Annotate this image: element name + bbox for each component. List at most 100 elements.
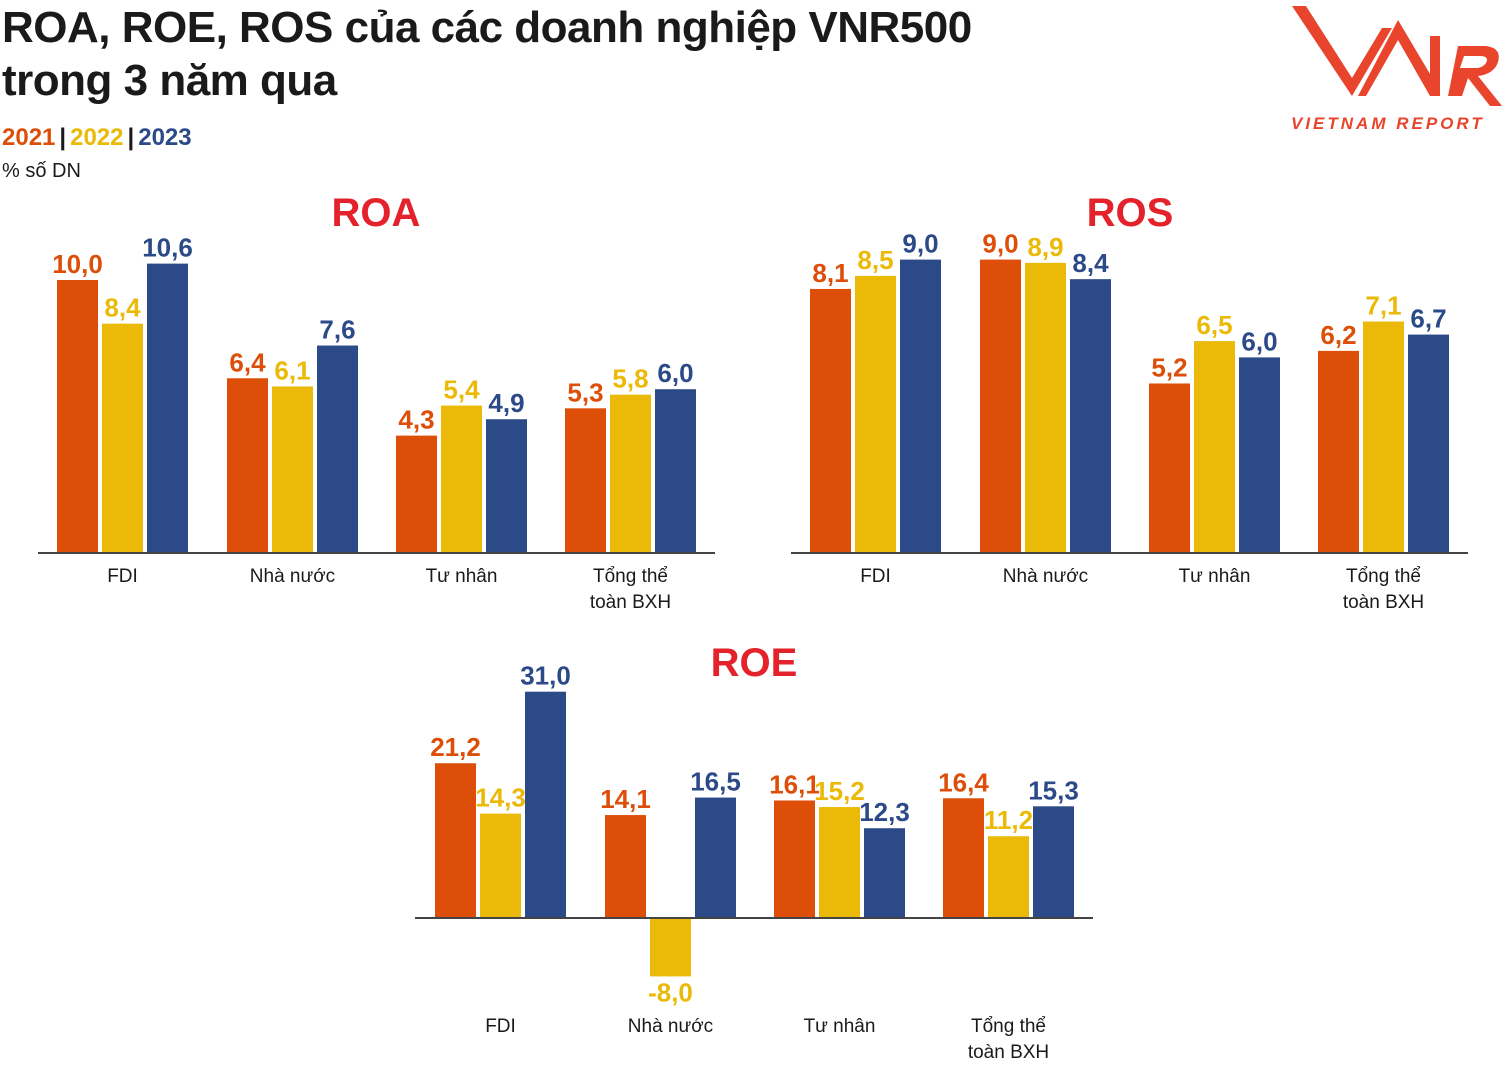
bar-2022 [272, 386, 313, 553]
bar-2021 [943, 798, 984, 918]
data-label-2023: 6,7 [1410, 304, 1446, 334]
data-label-2021: 8,1 [812, 258, 848, 288]
data-label-2021: 9,0 [982, 229, 1018, 259]
bar-2022 [819, 807, 860, 918]
category-label: Tư nhân [426, 566, 498, 587]
data-label-2023: 8,4 [1072, 248, 1109, 278]
bar-2021 [435, 763, 476, 918]
category-label: Tư nhân [804, 1016, 876, 1037]
bar-2021 [810, 288, 851, 553]
data-label-2023: 6,0 [1241, 326, 1277, 356]
chart-title: ROE [711, 641, 798, 685]
bar-2023 [655, 389, 696, 553]
bar-2023 [525, 691, 566, 918]
data-label-2021: 16,4 [938, 767, 989, 797]
bar-2023 [1070, 279, 1111, 553]
category-label: Nhà nước [250, 566, 335, 587]
year-legend: 2021 | 2022 | 2023 [2, 124, 192, 152]
logo-n-shape [1358, 20, 1440, 96]
bar-2022 [1363, 321, 1404, 553]
category-label: FDI [485, 1016, 516, 1037]
data-label-2022: 15,2 [814, 776, 865, 806]
legend-separator: | [59, 124, 67, 151]
category-label: Tổng thể [1346, 566, 1421, 587]
bar-2023 [864, 828, 905, 918]
category-label: toàn BXH [1343, 592, 1424, 613]
bar-2023 [486, 419, 527, 553]
bar-2023 [1408, 334, 1449, 553]
data-label-2023: 12,3 [859, 797, 910, 827]
category-label: Tư nhân [1179, 566, 1251, 587]
category-label: toàn BXH [968, 1042, 1049, 1063]
chart-title: ROS [1087, 191, 1174, 235]
chart-title: ROA [332, 191, 421, 235]
data-label-2021: 4,3 [398, 405, 434, 435]
category-label: toàn BXH [590, 592, 671, 613]
data-label-2022: 8,4 [104, 293, 141, 323]
bar-2022 [855, 275, 896, 553]
legend-2021: 2021 [2, 124, 56, 151]
data-label-2022: 6,5 [1196, 310, 1232, 340]
legend-separator: | [127, 124, 135, 151]
bar-2021 [396, 435, 437, 553]
data-label-2023: 7,6 [319, 315, 355, 345]
data-label-2021: 6,2 [1320, 320, 1356, 350]
bar-2021 [1318, 350, 1359, 553]
data-label-2023: 9,0 [902, 229, 938, 259]
bar-2022 [650, 918, 691, 977]
category-label: FDI [107, 566, 138, 587]
bar-2022 [480, 813, 521, 918]
bar-2023 [900, 259, 941, 553]
data-label-2021: 10,0 [52, 249, 103, 279]
legend-2022: 2022 [70, 124, 124, 151]
data-label-2021: 21,2 [430, 732, 481, 762]
bar-2022 [610, 394, 651, 553]
bar-2022 [441, 405, 482, 553]
bar-2021 [980, 259, 1021, 553]
data-label-2021: 16,1 [769, 769, 820, 799]
bar-2021 [227, 378, 268, 553]
logo-r-shape [1448, 46, 1502, 106]
bar-2021 [57, 280, 98, 553]
category-label: Nhà nước [1003, 566, 1088, 587]
data-label-2022: 8,9 [1027, 232, 1063, 262]
data-label-2021: 6,4 [229, 347, 266, 377]
data-label-2022: 7,1 [1365, 291, 1401, 321]
bar-2022 [1194, 341, 1235, 553]
data-label-2022: 5,8 [612, 364, 648, 394]
vnr-logo [1292, 6, 1502, 106]
data-label-2023: 10,6 [142, 233, 193, 263]
bar-2023 [695, 797, 736, 918]
logo-v-shape [1292, 6, 1392, 96]
data-label-2022: 8,5 [857, 245, 893, 275]
bar-2022 [102, 323, 143, 553]
logo-tagline: VIETNAM REPORT [1291, 114, 1485, 133]
data-label-2023: 15,3 [1028, 775, 1079, 805]
bar-2021 [774, 800, 815, 918]
bar-2022 [1025, 262, 1066, 553]
bar-2021 [565, 408, 606, 553]
data-label-2021: 5,2 [1151, 352, 1187, 382]
data-label-2022: 11,2 [984, 805, 1033, 835]
bar-2022 [988, 836, 1029, 918]
page-title: ROA, ROE, ROS của các doanh nghiệp VNR50… [2, 2, 1152, 108]
category-label: Tổng thể [971, 1016, 1046, 1037]
data-label-2023: 6,0 [657, 358, 693, 388]
data-label-2021: 14,1 [600, 784, 651, 814]
bar-2023 [1033, 806, 1074, 918]
legend-2023: 2023 [138, 124, 192, 151]
data-label-2021: 5,3 [567, 377, 603, 407]
bar-2023 [147, 263, 188, 553]
data-label-2023: 16,5 [690, 767, 741, 797]
data-label-2023: 31,0 [520, 661, 571, 691]
data-label-2022: 6,1 [274, 355, 310, 385]
title-line-1: ROA, ROE, ROS của các doanh nghiệp VNR50… [2, 3, 972, 52]
category-label: Nhà nước [628, 1016, 713, 1037]
category-label: FDI [860, 566, 891, 587]
unit-label: % số DN [2, 160, 81, 182]
data-label-2022: 14,3 [475, 783, 526, 813]
bar-2023 [1239, 357, 1280, 553]
bar-2021 [605, 815, 646, 918]
